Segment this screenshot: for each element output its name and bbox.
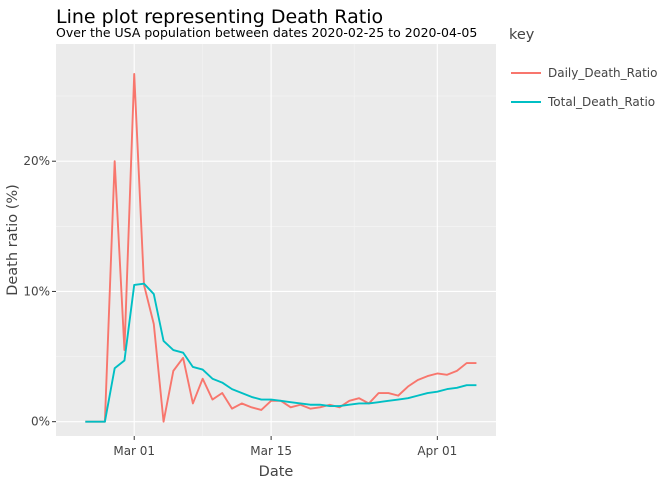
series-lines — [85, 72, 477, 423]
x-tick-label: Mar 01 — [113, 444, 155, 458]
legend-item: Total_Death_Ratio — [511, 95, 655, 109]
legend-items: Daily_Death_Ratio Total_Death_Ratio — [511, 66, 657, 109]
y-tick-label: 20% — [23, 154, 50, 168]
legend: key Daily_Death_Ratio Total_Death_Ratio — [509, 27, 657, 109]
chart-title: Line plot representing Death Ratio — [56, 6, 383, 28]
y-axis-title: Death ratio (%) — [5, 184, 21, 296]
x-tick-label: Apr 01 — [417, 444, 457, 458]
legend-label: Total_Death_Ratio — [547, 95, 655, 109]
legend-title: key — [509, 27, 535, 43]
major-gridlines — [56, 44, 496, 436]
y-axis-ticks: 0% 10% 20% — [23, 154, 56, 429]
legend-label: Daily_Death_Ratio — [548, 66, 657, 80]
series-line-total-death-ratio — [85, 282, 477, 423]
plot-panel — [56, 44, 496, 436]
x-axis-title: Date — [259, 464, 294, 480]
legend-item: Daily_Death_Ratio — [511, 66, 657, 80]
x-tick-label: Mar 15 — [250, 444, 292, 458]
x-axis-ticks: Mar 01 Mar 15 Apr 01 — [113, 436, 457, 458]
chart-subtitle: Over the USA population between dates 20… — [56, 25, 477, 40]
y-tick-label: 0% — [31, 415, 50, 429]
y-tick-label: 10% — [23, 284, 50, 298]
